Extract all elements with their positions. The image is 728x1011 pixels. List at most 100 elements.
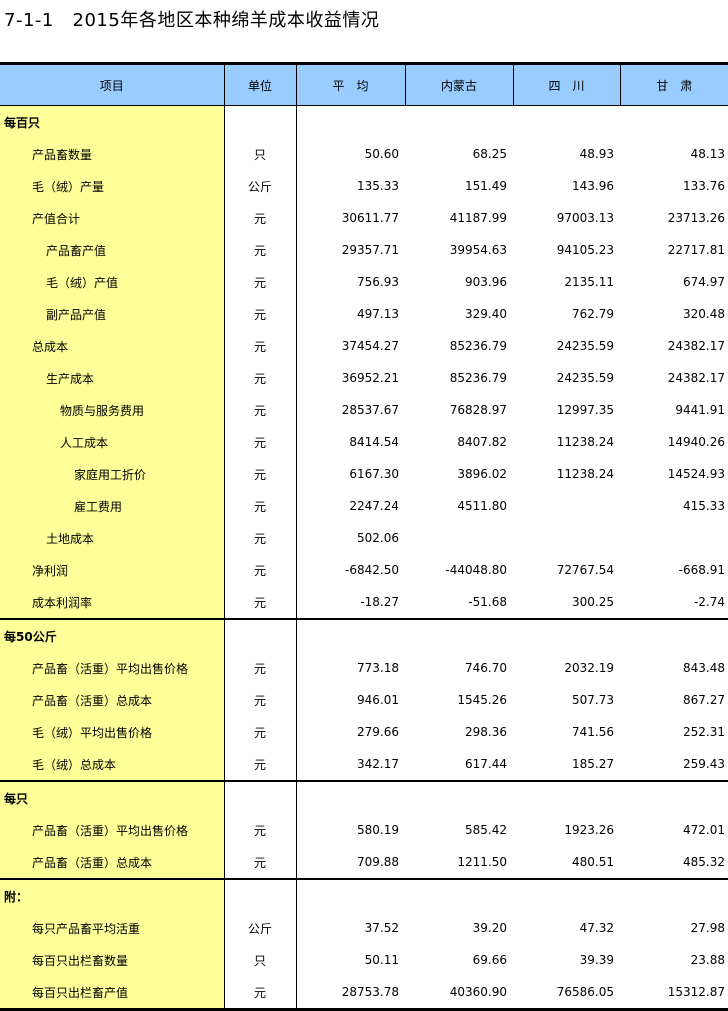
row-value: 135.33 <box>357 179 399 193</box>
table-row: 产品畜数量只 50.60 68.25 48.93 48.13 <box>0 138 728 170</box>
table-row: 产品畜（活重）总成本元 709.88 1211.50 480.51 485.32 <box>0 846 728 880</box>
row-unit: 元 <box>223 976 297 1010</box>
row-value <box>513 879 620 912</box>
row-value: 23.88 <box>690 953 725 967</box>
row-value: 298.36 <box>465 725 507 739</box>
row-value: 485.32 <box>620 846 728 880</box>
row-value: 41187.99 <box>449 211 507 225</box>
row-value: 329.40 <box>465 307 507 321</box>
row-value <box>405 781 513 814</box>
row-value: 37454.27 <box>341 339 399 353</box>
row-value: 24382.17 <box>667 371 725 385</box>
section-row: 附： <box>0 879 728 912</box>
row-label: 每50公斤 <box>0 619 224 652</box>
row-value: 746.70 <box>465 661 507 675</box>
row-value: 29357.71 <box>341 243 399 257</box>
row-unit: 元 <box>223 426 297 458</box>
row-value: 28753.78 <box>341 985 399 999</box>
row-value: 143.96 <box>572 179 614 193</box>
row-value: 30611.77 <box>341 211 399 225</box>
row-label: 附： <box>0 879 224 912</box>
row-value: 151.49 <box>465 179 507 193</box>
header-unit: 单位 <box>223 63 296 106</box>
row-value: 4511.80 <box>457 499 507 513</box>
table-row: 成本利润率元 -18.27 -51.68 300.25 -2.74 <box>0 586 728 620</box>
row-value: 3896.02 <box>457 467 507 481</box>
row-value <box>620 781 728 814</box>
table-row: 每百只出栏畜产值元 28753.78 40360.90 76586.05 15312.8… <box>0 976 728 1010</box>
row-value <box>513 619 620 652</box>
row-value: 185.27 <box>513 748 620 782</box>
row-value <box>405 106 513 139</box>
row-value: 580.19 <box>357 823 399 837</box>
row-value: 68.25 <box>472 147 507 161</box>
row-value: 48.13 <box>690 147 725 161</box>
row-value: 37.52 <box>364 921 399 935</box>
row-value: 585.42 <box>465 823 507 837</box>
row-label: 产品畜（活重）总成本 <box>0 846 224 880</box>
row-unit: 元 <box>223 394 297 426</box>
row-unit: 元 <box>223 554 297 586</box>
row-value: -44048.80 <box>445 563 507 577</box>
row-value: 12997.35 <box>556 403 614 417</box>
row-label: 副产品产值 <box>0 298 224 330</box>
row-label: 人工成本 <box>0 426 224 458</box>
header-item: 项目 <box>0 63 224 106</box>
row-value: 15312.87 <box>667 985 725 999</box>
table-row: 产品畜产值元 29357.71 39954.63 94105.23 22717.81 <box>0 234 728 266</box>
row-value: 39954.63 <box>449 243 507 257</box>
row-value: 94105.23 <box>556 243 614 257</box>
row-label: 毛（绒）平均出售价格 <box>0 716 224 748</box>
row-value: 502.06 <box>357 531 399 545</box>
row-value: 22717.81 <box>667 243 725 257</box>
row-label: 雇工费用 <box>0 490 224 522</box>
row-unit: 元 <box>223 202 297 234</box>
row-value: 946.01 <box>357 693 399 707</box>
row-value <box>513 522 620 554</box>
row-value: 320.48 <box>683 307 725 321</box>
row-value: 72767.54 <box>556 563 614 577</box>
row-label: 土地成本 <box>0 522 224 554</box>
table-row: 雇工费用元 2247.24 4511.80 415.33 <box>0 490 728 522</box>
header-row: 项目 单位 平 均 内蒙古 四 川 甘 肃 <box>0 63 728 106</box>
table-row: 人工成本元 8414.54 8407.82 11238.24 14940.26 <box>0 426 728 458</box>
row-value: 39.39 <box>579 953 614 967</box>
row-value: 6167.30 <box>349 467 399 481</box>
cost-benefit-table: 项目 单位 平 均 内蒙古 四 川 甘 肃 每百只 产品畜数量只 50.60 68.2… <box>0 62 728 1011</box>
table-row: 产品畜（活重）平均出售价格元 580.19 585.42 1923.26 472.01 <box>0 814 728 846</box>
row-unit: 元 <box>223 846 297 880</box>
row-unit: 元 <box>223 716 297 748</box>
row-value <box>296 879 405 912</box>
row-value <box>296 106 405 139</box>
row-value: 14524.93 <box>667 467 725 481</box>
row-value: 133.76 <box>683 179 725 193</box>
row-unit: 公斤 <box>223 912 297 944</box>
row-value: 39.20 <box>472 921 507 935</box>
header-inner-mongolia: 内蒙古 <box>404 63 513 106</box>
section-row: 每只 <box>0 781 728 814</box>
row-value: 497.13 <box>357 307 399 321</box>
row-label: 净利润 <box>0 554 224 586</box>
row-unit <box>223 781 297 814</box>
table-row: 产值合计元 30611.77 41187.99 97003.13 23713.26 <box>0 202 728 234</box>
row-value: 1923.26 <box>564 823 614 837</box>
row-unit: 元 <box>223 522 297 554</box>
row-value: 762.79 <box>572 307 614 321</box>
row-unit: 只 <box>223 138 297 170</box>
row-unit: 元 <box>223 490 297 522</box>
table-row: 生产成本元 36952.21 85236.79 24235.59 24382.17 <box>0 362 728 394</box>
row-value: -51.68 <box>405 586 513 620</box>
row-value <box>405 619 513 652</box>
row-value <box>513 781 620 814</box>
row-label: 毛（绒）产值 <box>0 266 224 298</box>
row-unit: 元 <box>223 234 297 266</box>
row-value: 69.66 <box>472 953 507 967</box>
row-value: -6842.50 <box>345 563 399 577</box>
row-value: 415.33 <box>683 499 725 513</box>
row-label: 毛（绒）总成本 <box>0 748 224 782</box>
table-body: 每百只 产品畜数量只 50.60 68.25 48.93 48.13 毛（绒）产量 公斤 135… <box>0 105 728 1010</box>
row-value <box>513 490 620 522</box>
row-value: 259.43 <box>620 748 728 782</box>
row-value: 85236.79 <box>449 339 507 353</box>
row-value: 76586.05 <box>556 985 614 999</box>
